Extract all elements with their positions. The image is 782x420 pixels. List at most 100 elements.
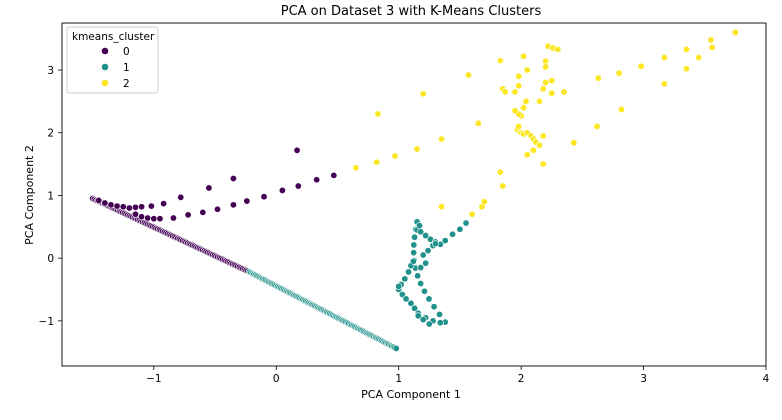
data-point-cluster-2 bbox=[731, 28, 739, 36]
data-point-cluster-2 bbox=[464, 71, 472, 79]
x-tick-label: 0 bbox=[273, 373, 280, 385]
data-point-cluster-0 bbox=[199, 208, 207, 216]
data-point-cluster-2 bbox=[682, 45, 690, 53]
data-point-cluster-2 bbox=[548, 77, 556, 85]
data-point-cluster-2 bbox=[373, 158, 381, 166]
data-point-cluster-2 bbox=[548, 89, 556, 97]
data-point-cluster-0 bbox=[278, 186, 286, 194]
data-point-cluster-0 bbox=[150, 215, 158, 223]
data-point-cluster-2 bbox=[695, 53, 703, 61]
x-tick-label: 1 bbox=[395, 373, 402, 385]
data-point-cluster-2 bbox=[496, 57, 504, 65]
data-point-cluster-0 bbox=[293, 146, 301, 154]
legend-entries: 0 1 2 bbox=[101, 46, 130, 90]
y-axis-label: PCA Component 2 bbox=[23, 145, 36, 245]
data-point-cluster-1 bbox=[416, 222, 424, 230]
data-point-cluster-1 bbox=[436, 310, 444, 318]
data-point-cluster-2 bbox=[615, 69, 623, 77]
data-point-cluster-2 bbox=[468, 210, 476, 218]
data-point-cluster-0 bbox=[160, 200, 168, 208]
data-point-cluster-2 bbox=[660, 80, 668, 88]
data-point-cluster-2 bbox=[480, 198, 488, 206]
data-point-cluster-2 bbox=[419, 90, 427, 98]
data-point-cluster-2 bbox=[511, 107, 519, 115]
data-point-cluster-0 bbox=[260, 193, 268, 201]
y-tick-label: −1 bbox=[39, 316, 54, 328]
legend-marker-0 bbox=[101, 47, 109, 55]
data-point-cluster-0 bbox=[229, 175, 237, 183]
data-point-cluster-2 bbox=[542, 79, 550, 87]
data-point-cluster-0 bbox=[313, 176, 321, 184]
data-point-cluster-2 bbox=[529, 146, 537, 154]
y-axis-ticks: −1 0 1 2 3 bbox=[39, 65, 62, 328]
data-point-cluster-0 bbox=[294, 182, 302, 190]
data-point-cluster-2 bbox=[515, 72, 523, 80]
data-point-cluster-1 bbox=[404, 268, 412, 276]
data-point-cluster-1 bbox=[407, 299, 415, 307]
data-point-cluster-2 bbox=[501, 88, 509, 96]
data-point-cluster-2 bbox=[374, 110, 382, 118]
legend-label-0: 0 bbox=[123, 46, 130, 58]
data-point-cluster-0 bbox=[243, 197, 251, 205]
data-point-cluster-2 bbox=[708, 43, 716, 51]
data-point-cluster-2 bbox=[570, 139, 578, 147]
data-point-cluster-1 bbox=[395, 282, 403, 290]
data-point-cluster-0 bbox=[95, 196, 103, 204]
data-point-cluster-2 bbox=[413, 145, 421, 153]
data-point-cluster-1 bbox=[410, 241, 418, 249]
data-point-cluster-2 bbox=[660, 53, 668, 61]
data-point-cluster-1 bbox=[402, 295, 410, 303]
data-point-cluster-2 bbox=[682, 65, 690, 73]
data-point-cluster-0 bbox=[177, 193, 185, 201]
data-point-cluster-1 bbox=[410, 249, 418, 257]
data-point-cluster-2 bbox=[523, 66, 531, 74]
legend-label-2: 2 bbox=[123, 78, 130, 90]
data-point-cluster-1 bbox=[401, 275, 409, 283]
data-point-cluster-2 bbox=[438, 203, 446, 211]
data-point-cluster-1 bbox=[419, 251, 427, 259]
data-point-cluster-2 bbox=[515, 82, 523, 90]
data-point-cluster-1 bbox=[409, 257, 417, 265]
data-point-cluster-1 bbox=[411, 233, 419, 241]
data-point-cluster-0 bbox=[229, 201, 237, 209]
data-point-cluster-2 bbox=[542, 63, 550, 71]
axes-frame bbox=[61, 22, 767, 367]
legend-title: kmeans_cluster bbox=[72, 31, 155, 43]
data-point-cluster-2 bbox=[520, 104, 528, 112]
data-point-cluster-1 bbox=[417, 264, 425, 272]
data-point-cluster-1 bbox=[425, 320, 433, 328]
data-point-cluster-2 bbox=[560, 88, 568, 96]
data-point-cluster-1 bbox=[422, 232, 430, 240]
data-point-cluster-2 bbox=[474, 119, 482, 127]
x-axis-ticks: −1 0 1 2 3 4 bbox=[146, 366, 770, 385]
data-point-cluster-0 bbox=[131, 210, 139, 218]
data-point-cluster-0 bbox=[138, 213, 146, 221]
data-point-cluster-1 bbox=[425, 295, 433, 303]
data-point-cluster-2 bbox=[515, 122, 523, 130]
data-point-cluster-0 bbox=[131, 203, 139, 211]
data-point-cluster-2 bbox=[391, 152, 399, 160]
data-point-cluster-2 bbox=[707, 36, 715, 44]
data-point-cluster-2 bbox=[535, 141, 543, 149]
x-tick-label: −1 bbox=[146, 373, 161, 385]
data-point-cluster-1 bbox=[431, 240, 439, 248]
data-point-cluster-2 bbox=[522, 97, 530, 105]
legend-box bbox=[66, 26, 159, 94]
data-point-cluster-0 bbox=[205, 184, 213, 192]
legend-marker-2 bbox=[101, 79, 109, 87]
x-tick-label: 2 bbox=[518, 373, 525, 385]
data-point-cluster-1 bbox=[417, 280, 425, 288]
legend-marker-1 bbox=[101, 63, 109, 71]
data-point-cluster-1 bbox=[392, 344, 400, 352]
data-point-cluster-2 bbox=[496, 168, 504, 176]
y-tick-label: 1 bbox=[47, 190, 54, 202]
data-point-cluster-1 bbox=[456, 225, 464, 233]
data-point-cluster-0 bbox=[330, 171, 338, 179]
data-point-cluster-2 bbox=[637, 62, 645, 70]
data-point-cluster-2 bbox=[511, 88, 519, 96]
x-tick-label: 4 bbox=[763, 373, 770, 385]
data-point-cluster-0 bbox=[107, 201, 115, 209]
data-point-cluster-1 bbox=[419, 316, 427, 324]
